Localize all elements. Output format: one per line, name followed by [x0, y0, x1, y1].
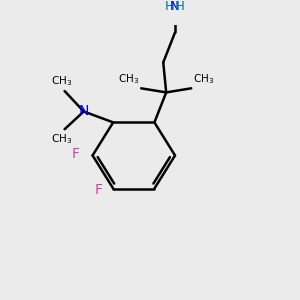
Text: F: F — [95, 183, 103, 197]
Text: CH$_3$: CH$_3$ — [193, 72, 214, 86]
Text: CH$_3$: CH$_3$ — [51, 132, 72, 146]
Text: H: H — [175, 0, 185, 13]
Text: N: N — [170, 0, 180, 13]
Text: F: F — [71, 147, 79, 161]
Text: CH$_3$: CH$_3$ — [51, 74, 72, 88]
Text: CH$_3$: CH$_3$ — [118, 72, 140, 86]
Text: N: N — [79, 104, 89, 118]
Text: H: H — [165, 0, 175, 13]
